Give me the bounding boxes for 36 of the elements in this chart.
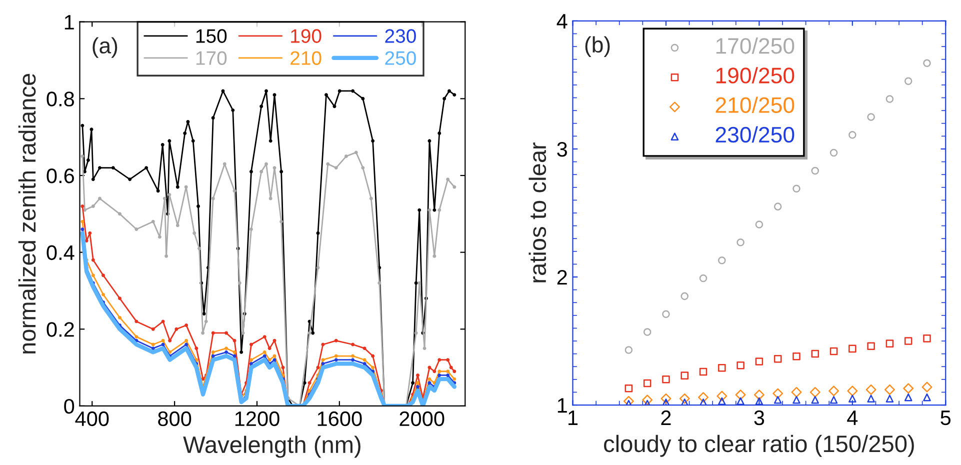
x-tick-label: 800 [158,411,192,426]
x-tick-label: 1 [568,410,578,425]
y-tick-label: 0.8 [46,92,74,106]
legend-label: 170 [196,51,227,65]
legend-label: 210 [290,51,322,65]
legend-label: 190/250 [716,67,794,84]
annotation: (b) [585,36,610,57]
y-tick-label: 0.6 [46,168,74,184]
y-tick-label: 4 [556,14,568,28]
x-axis-title: Wavelength (nm) [183,436,360,458]
x-tick-label: 1600 [318,411,362,426]
y-tick-label: 2 [557,270,567,285]
legend-label: 150 [196,29,227,43]
x-tick-label: 3 [754,410,764,426]
y-tick-label: 1 [64,15,74,30]
y-axis-title: normalized zenith radiance [18,74,36,354]
x-axis-title: cloudy to clear ratio (150/250) [604,434,914,457]
x-tick-label: 400 [75,411,109,426]
x-tick-label: 4 [847,410,858,425]
legend-label: 210/250 [716,96,794,114]
legend-label: 250 [385,51,416,65]
x-tick-label: 2000 [400,411,444,426]
y-tick-label: 0 [64,398,74,414]
x-tick-label: 1200 [235,411,280,426]
y-tick-label: 0.4 [46,245,74,260]
legend-label: 190 [291,29,322,43]
legend-label: 230 [385,29,416,43]
y-tick-label: 1 [558,398,567,413]
y-tick-label: 0.2 [46,322,74,337]
x-tick-label: 2 [661,410,671,425]
x-tick-label: 5 [940,410,951,426]
legend-label: 170/250 [716,37,794,54]
annotation: (a) [92,37,118,58]
y-tick-label: 3 [557,142,567,157]
legend-label: 230/250 [716,126,794,143]
y-axis-title: ratios to clear [528,142,546,282]
